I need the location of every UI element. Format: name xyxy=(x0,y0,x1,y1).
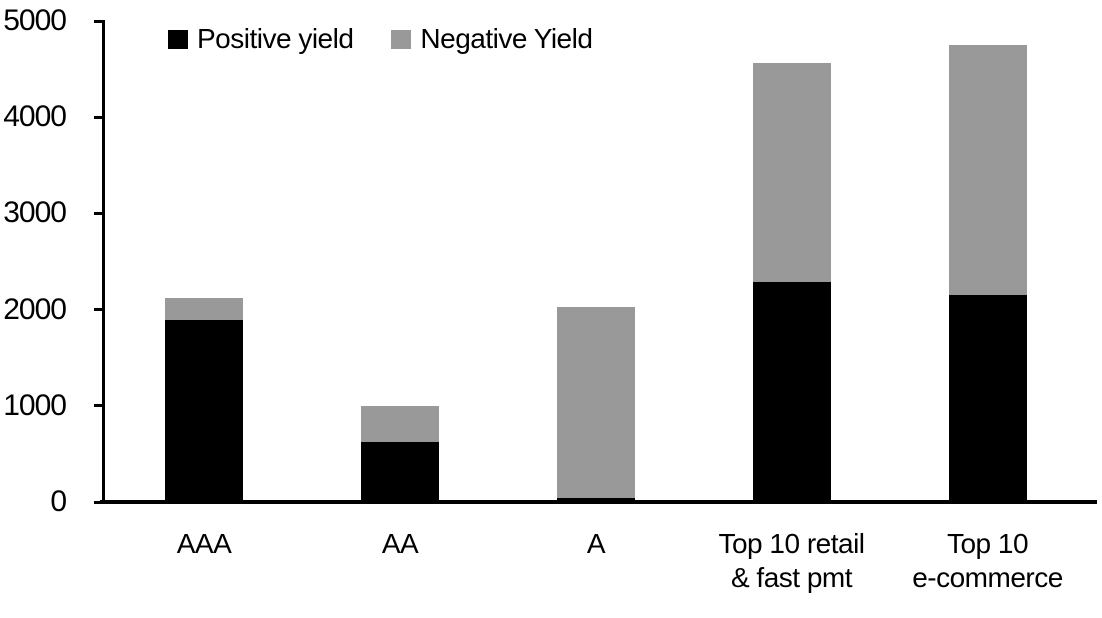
bar-top-10-retail-fast-pmt-negative-yield xyxy=(752,63,831,282)
y-axis-tick-2000 xyxy=(94,308,103,312)
bar-aa-positive-yield xyxy=(361,442,439,502)
y-axis-label-0: 0 xyxy=(50,485,67,518)
y-axis-tick-3000 xyxy=(94,211,103,215)
y-axis-tick-5000 xyxy=(94,19,103,23)
bar-aa-negative-yield xyxy=(361,405,439,443)
x-axis-label-top-10-e-commerce: Top 10 e-commerce xyxy=(912,528,1063,593)
y-axis-label-3000: 3000 xyxy=(3,196,67,230)
bar-top-10-e-commerce-negative-yield xyxy=(948,45,1027,296)
legend-label-negative-yield: Negative Yield xyxy=(420,23,593,54)
x-axis-label-top-10-retail-fast-pmt: Top 10 retail & fast pmt xyxy=(718,528,865,593)
y-axis-label-5000: 5000 xyxy=(3,4,67,37)
y-axis-tick-1000 xyxy=(94,404,103,408)
bar-top-10-retail-fast-pmt-positive-yield xyxy=(752,281,831,502)
x-axis-label-aa: AA xyxy=(381,528,419,559)
legend-item-positive-yield: Positive yield xyxy=(168,23,354,54)
y-axis-label-4000: 4000 xyxy=(3,100,67,134)
y-axis-tick-0 xyxy=(94,500,103,504)
bar-top-10-e-commerce-positive-yield xyxy=(948,295,1027,502)
bar-a-negative-yield xyxy=(557,306,635,499)
y-axis-label-2000: 2000 xyxy=(3,292,67,326)
bar-aaa-positive-yield xyxy=(165,320,243,502)
y-axis-label-1000: 1000 xyxy=(3,388,67,422)
bar-aaa-negative-yield xyxy=(165,298,243,321)
legend-label-positive-yield: Positive yield xyxy=(197,23,354,54)
y-axis-line xyxy=(102,20,105,502)
x-axis-label-aaa: AAA xyxy=(176,528,232,559)
x-axis-label-a: A xyxy=(586,528,606,559)
chart-legend: Positive yield Negative Yield xyxy=(168,23,593,54)
y-axis-tick-4000 xyxy=(94,115,103,119)
legend-item-negative-yield: Negative Yield xyxy=(391,23,593,54)
negative-yield-swatch-icon xyxy=(391,29,412,49)
x-axis-line xyxy=(100,500,1097,504)
positive-yield-swatch-icon xyxy=(168,29,188,49)
